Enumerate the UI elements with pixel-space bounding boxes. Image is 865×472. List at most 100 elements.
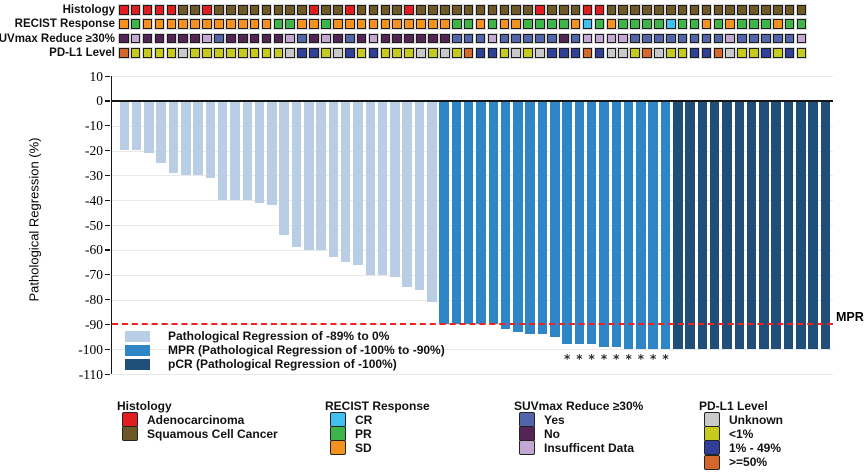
annotation-square [130,19,141,29]
asterisk-marker: * [662,352,669,367]
y-tick-mark [105,249,110,251]
legend-item: SD [330,440,372,456]
bar [709,101,720,350]
annotation-square [154,19,165,29]
legend-item: >=50% [704,454,767,470]
annotation-square [487,48,498,58]
bar [377,101,388,275]
legend-title-1: Histology [117,399,172,413]
y-tick-label: -100 [78,341,103,357]
annotation-square [772,19,783,29]
annotation-square [309,5,319,15]
asterisk-marker: * [650,352,657,367]
annotation-square [654,19,664,29]
annotation-square [297,19,307,29]
annotation-square [677,48,688,58]
annotation-square [749,19,759,29]
annotation-square [321,19,331,29]
bar [476,101,486,325]
y-axis-line [110,76,112,374]
annotation-square [344,5,355,15]
bar [205,101,216,178]
annotation-square [273,19,284,29]
track-label-3: SUVmax Reduce ≥30% [0,32,115,45]
legend-swatch [704,440,720,456]
annotation-square [261,48,272,58]
legend-item: Unknown [704,412,783,427]
annotation-square [725,48,736,58]
plot-legend-label: pCR (Pathological Regression of -100%) [168,357,397,372]
plot-legend-swatch [125,358,150,370]
annotation-square [535,19,545,29]
bar [390,101,400,278]
bar [562,101,572,345]
annotation-square [226,5,236,15]
annotation-square [261,19,272,29]
annotation-square [618,33,628,44]
annotation-square [142,33,153,44]
annotation-square [523,33,533,44]
annotation-square [749,48,759,58]
annotation-square [416,48,426,58]
annotation-square [725,5,736,15]
annotation-square [475,48,486,58]
annotation-square [796,48,807,58]
bar [759,101,769,350]
asterisk-marker: * [637,352,645,367]
annotation-square [511,48,521,58]
asterisk-marker: * [576,352,583,367]
annotation-square [772,48,783,58]
bar [783,101,794,350]
legend-swatch [704,454,720,470]
bar [414,101,425,290]
annotation-square [190,33,200,44]
annotation-square [344,48,355,58]
bar [131,101,142,151]
legend-item: PR [330,426,372,442]
bar [156,101,166,163]
annotation-square [404,5,414,15]
annotation-square [404,33,414,44]
bar [217,101,228,201]
annotation-square [606,19,617,29]
annotation-square [665,19,676,29]
plot-legend-item: MPR (Pathological Regression of -100% to… [125,343,445,357]
plot-legend-item: pCR (Pathological Regression of -100%) [125,357,397,371]
annotation-square [178,33,189,44]
legend-label: Insufficent Data [544,440,635,455]
annotation-square [190,19,200,29]
bar [599,101,609,347]
annotation-square [475,5,486,15]
bar [291,101,302,248]
annotation-square [249,48,260,58]
annotation-square [725,19,736,29]
bar [697,101,708,350]
annotation-square [297,5,307,15]
annotation-square [333,5,343,15]
annotation-square [404,48,414,58]
annotation-square [142,48,153,58]
plot-legend-label: MPR (Pathological Regression of -100% to… [168,343,445,358]
y-tick-mark [105,150,110,152]
bar [439,101,449,325]
legend-label: PR [355,426,372,441]
legend-label: No [544,426,560,441]
annotation-square [547,33,557,44]
legend-label: SD [355,440,372,455]
annotation-square [523,5,533,15]
annotation-square [784,33,795,44]
legend-item: Yes [519,412,565,427]
annotation-square [713,48,724,58]
annotation-square [297,33,307,44]
annotation-square [749,33,759,44]
legend-item: <1% [704,426,753,442]
bar [193,101,203,176]
annotation-square [630,19,640,29]
annotation-square [428,5,438,15]
annotation-square [154,48,165,58]
annotation-square [487,5,498,15]
annotation-square [368,19,379,29]
annotation-square [404,19,414,29]
bar [500,101,511,330]
track-label-4: PD-L1 Level [49,47,115,60]
